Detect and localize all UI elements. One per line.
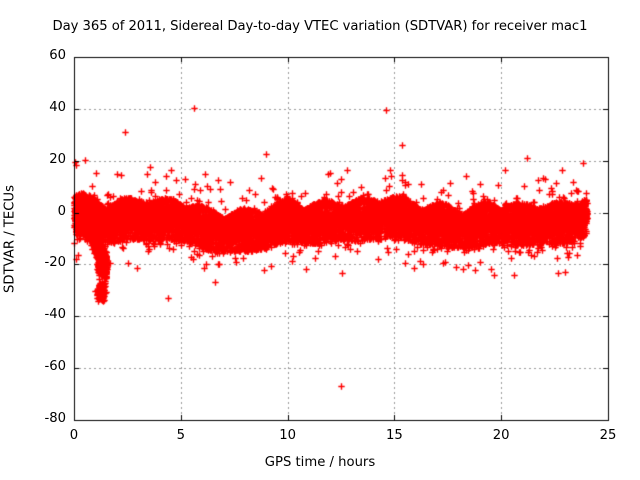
y-axis-label-text: SDTVAR / TECUs (2, 185, 18, 293)
y-tick-label: 0 (57, 203, 66, 219)
x-tick-label: 10 (279, 428, 296, 443)
y-tick-label: 40 (49, 99, 66, 115)
y-tick-label: -60 (44, 359, 66, 375)
y-tick-label: -40 (44, 307, 66, 323)
y-tick-label: 20 (49, 151, 66, 167)
y-tick-label: -20 (44, 255, 66, 271)
x-tick-label: 0 (69, 428, 79, 443)
x-tick-label: 15 (386, 428, 403, 443)
x-tick-label: 5 (176, 428, 185, 443)
y-tick-label: -80 (44, 411, 66, 426)
x-tick-label: 20 (492, 428, 510, 443)
x-tick-label: 25 (599, 428, 617, 443)
y-tick-label: 60 (49, 48, 66, 63)
x-axis-label: GPS time / hours (264, 455, 376, 470)
